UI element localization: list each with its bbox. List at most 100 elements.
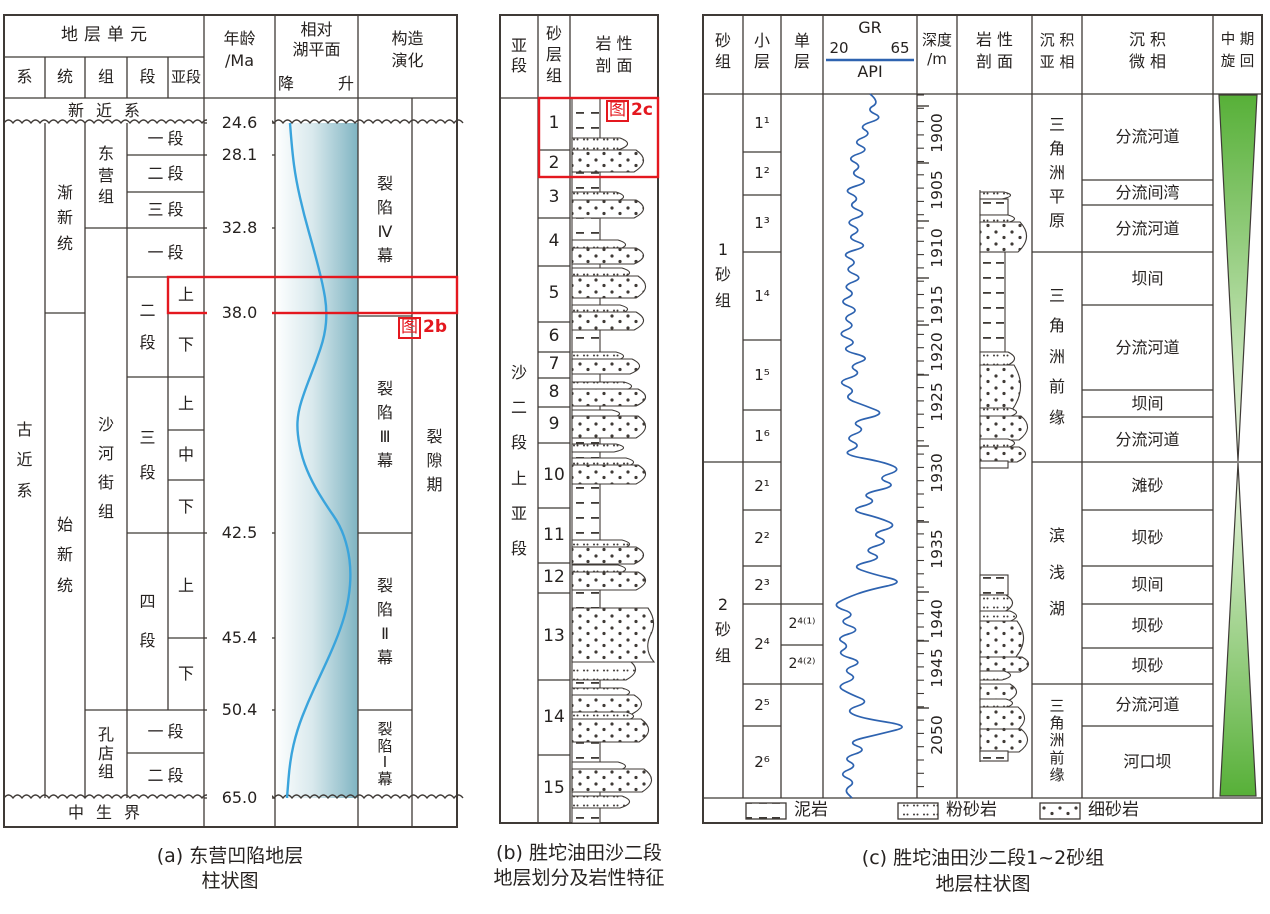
c-depth-label: 1900 bbox=[928, 113, 947, 153]
c-depth-label: 2050 bbox=[928, 715, 947, 755]
cell-rift-period: 裂隙期 bbox=[426, 426, 443, 494]
cell-dy-member1: 一段 bbox=[147, 129, 188, 148]
cell-kd-member2: 二段 bbox=[147, 765, 188, 785]
c-microfacies-label: 坝间 bbox=[1131, 393, 1164, 413]
c-depth-label: 1910 bbox=[928, 228, 947, 268]
cell-paleogene: 古近系 bbox=[16, 419, 33, 500]
col-header-system: 系 bbox=[16, 67, 33, 86]
cell-shahejie-fm: 沙河街组 bbox=[97, 415, 114, 521]
c-header-depth: 深度 bbox=[921, 30, 952, 49]
cell-rift-episode-1: 裂陷Ⅰ幕 bbox=[377, 720, 393, 788]
row-neogene: 新近系 bbox=[67, 100, 152, 120]
header-strat-unit: 地层单元 bbox=[61, 25, 153, 46]
c-microfacies-label: 坝砂 bbox=[1131, 528, 1164, 547]
c-subfacies-delta-front2: 三角洲前缘 bbox=[1049, 696, 1065, 784]
c-single-layer-1: 2⁴⁽¹⁾ bbox=[788, 615, 816, 632]
c-header-sand-group: 砂组 bbox=[714, 31, 731, 71]
c-sub-layer-label: 2⁵ bbox=[754, 695, 770, 714]
b-header-sand-group: 砂层组 bbox=[545, 24, 562, 85]
legend-finesand-label: 细砂岩 bbox=[1088, 800, 1139, 821]
c-gr-max: 65 bbox=[890, 38, 910, 57]
c-header-microfacies1: 沉 积 bbox=[1128, 30, 1167, 49]
c-sub-layer-label: 1⁴ bbox=[754, 286, 770, 305]
b-sand-group-label: 7 bbox=[548, 354, 560, 375]
cell-es2-lower: 下 bbox=[177, 335, 194, 354]
cell-rift-episode-2: 裂陷Ⅱ幕 bbox=[376, 575, 393, 667]
c-header-microfacies2: 微 相 bbox=[1128, 52, 1167, 71]
c-microfacies-label: 分流河道 bbox=[1115, 218, 1180, 238]
c-header-subfacies1: 沉 积 bbox=[1039, 30, 1075, 49]
cell-kongdian-fm: 孔店组 bbox=[97, 725, 114, 782]
c-depth-label: 1930 bbox=[928, 453, 947, 493]
cell-es2-upper: 上 bbox=[177, 285, 194, 304]
c-microfacies-label: 坝砂 bbox=[1131, 616, 1164, 635]
c-subfacies-shore-lake: 滨浅湖 bbox=[1048, 525, 1065, 619]
cell-es4-upper: 上 bbox=[177, 575, 194, 595]
cell-rift-episode-3: 裂陷Ⅲ幕 bbox=[376, 378, 393, 470]
cell-es3-middle: 中 bbox=[177, 445, 194, 464]
c-header-depth-unit: /m bbox=[927, 49, 947, 68]
c-microfacies-label: 分流河道 bbox=[1115, 337, 1180, 357]
fig-ref-2b-box: 图 bbox=[398, 317, 421, 339]
c-sub-layer-label: 1⁶ bbox=[754, 426, 770, 445]
cell-es3-upper: 上 bbox=[177, 393, 194, 413]
lake-fall-label: 降 bbox=[277, 74, 294, 93]
c-depth-label: 1940 bbox=[928, 599, 947, 639]
caption-b-line1: (b) 胜坨油田沙二段 bbox=[496, 842, 662, 864]
c-sand-group-2: 2砂组 bbox=[714, 594, 731, 665]
c-sub-layer-label: 1⁵ bbox=[754, 365, 770, 384]
cell-kd-member1: 一段 bbox=[147, 721, 188, 741]
c-header-single-layer: 单层 bbox=[793, 31, 810, 71]
fig-ref-2b-id: 2b bbox=[423, 317, 447, 338]
c-subfacies-delta-plain: 三角洲平原 bbox=[1048, 115, 1065, 230]
col-header-tectonic1: 构造 bbox=[391, 29, 424, 48]
c-microfacies-label: 分流河道 bbox=[1115, 127, 1180, 146]
col-header-tectonic2: 演化 bbox=[391, 51, 424, 70]
c-depth-label: 1945 bbox=[928, 648, 947, 688]
caption-c-line2: 地层柱状图 bbox=[935, 873, 1031, 895]
caption-a-line1: (a) 东营凹陷地层 bbox=[156, 845, 304, 867]
b-sand-group-label: 8 bbox=[548, 381, 560, 402]
c-subfacies-delta-front: 三角洲前缘 bbox=[1048, 286, 1065, 427]
b-header-submember: 亚段 bbox=[510, 36, 527, 75]
c-microfacies-label: 滩砂 bbox=[1131, 476, 1164, 495]
cell-sh-member4: 四段 bbox=[139, 592, 156, 650]
fig-ref-2c-box: 图 bbox=[606, 100, 629, 122]
cell-dongying-fm: 东营组 bbox=[97, 144, 114, 207]
b-sand-group-label: 9 bbox=[548, 414, 560, 435]
fig-ref-2b: 图 2b bbox=[398, 317, 458, 339]
col-header-age: 年龄 bbox=[223, 29, 256, 48]
caption-b-line2: 地层划分及岩性特征 bbox=[493, 867, 665, 889]
c-header-cycle2: 旋 回 bbox=[1220, 53, 1255, 70]
b-header-lith1: 岩 性 bbox=[595, 34, 633, 53]
cell-sh-member2: 二段 bbox=[139, 301, 156, 352]
c-sub-layer-label: 1¹ bbox=[754, 113, 770, 132]
age-label: 24.6 bbox=[207, 113, 272, 133]
c-sub-layer-label: 2³ bbox=[754, 575, 770, 594]
c-depth-label: 1905 bbox=[928, 170, 947, 210]
b-sand-group-label: 3 bbox=[548, 186, 560, 207]
age-label: 32.8 bbox=[207, 218, 272, 238]
cell-rift-episode-4: 裂陷Ⅳ幕 bbox=[376, 173, 393, 265]
age-label: 42.5 bbox=[207, 523, 272, 543]
b-sand-group-label: 14 bbox=[543, 706, 565, 727]
b-sand-group-label: 4 bbox=[548, 231, 560, 252]
age-label: 65.0 bbox=[207, 788, 272, 808]
c-sub-layer-label: 1³ bbox=[754, 214, 770, 233]
col-header-series: 统 bbox=[56, 67, 73, 86]
c-microfacies-label: 坝间 bbox=[1131, 575, 1164, 594]
c-microfacies-label: 分流间湾 bbox=[1115, 182, 1180, 202]
cell-sh-member3: 三段 bbox=[139, 427, 156, 482]
c-depth-label: 1920 bbox=[928, 332, 947, 372]
cell-oligocene: 渐新统 bbox=[56, 182, 73, 253]
cell-es3-lower: 下 bbox=[177, 496, 194, 516]
b-sand-group-label: 6 bbox=[548, 326, 560, 347]
c-sub-layer-label: 2² bbox=[754, 528, 770, 547]
b-sand-group-label: 13 bbox=[543, 625, 565, 646]
legend-siltstone-label: 粉砂岩 bbox=[946, 800, 997, 821]
b-sand-group-label: 11 bbox=[543, 524, 565, 545]
b-submember-label: 沙二段上亚段 bbox=[510, 362, 527, 558]
b-sand-group-label: 12 bbox=[543, 567, 565, 588]
